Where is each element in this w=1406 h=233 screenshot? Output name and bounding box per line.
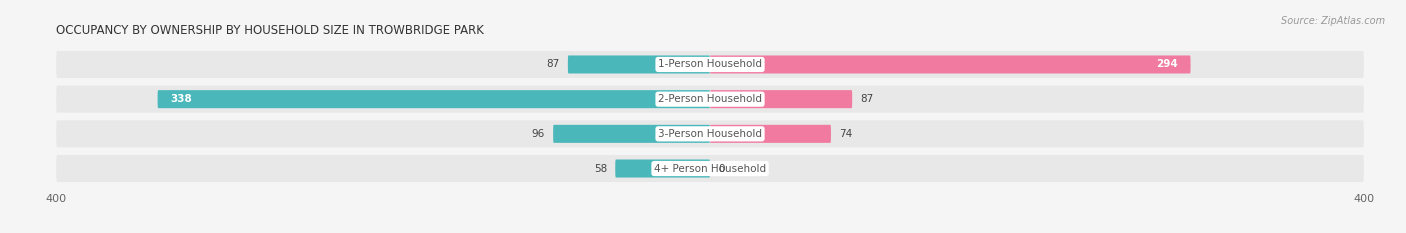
FancyBboxPatch shape — [56, 120, 1364, 147]
FancyBboxPatch shape — [710, 125, 831, 143]
Text: 1-Person Household: 1-Person Household — [658, 59, 762, 69]
Text: 87: 87 — [860, 94, 873, 104]
FancyBboxPatch shape — [157, 90, 710, 108]
FancyBboxPatch shape — [56, 155, 1364, 182]
Text: 0: 0 — [718, 164, 724, 174]
FancyBboxPatch shape — [616, 160, 710, 178]
FancyBboxPatch shape — [568, 55, 710, 73]
Text: 58: 58 — [593, 164, 607, 174]
FancyBboxPatch shape — [710, 55, 1191, 73]
Text: 4+ Person Household: 4+ Person Household — [654, 164, 766, 174]
Text: 87: 87 — [547, 59, 560, 69]
Text: 96: 96 — [531, 129, 546, 139]
Text: 3-Person Household: 3-Person Household — [658, 129, 762, 139]
FancyBboxPatch shape — [710, 90, 852, 108]
Text: 338: 338 — [170, 94, 193, 104]
Text: OCCUPANCY BY OWNERSHIP BY HOUSEHOLD SIZE IN TROWBRIDGE PARK: OCCUPANCY BY OWNERSHIP BY HOUSEHOLD SIZE… — [56, 24, 484, 37]
FancyBboxPatch shape — [56, 86, 1364, 113]
Text: 74: 74 — [839, 129, 852, 139]
Text: 2-Person Household: 2-Person Household — [658, 94, 762, 104]
Text: Source: ZipAtlas.com: Source: ZipAtlas.com — [1281, 16, 1385, 26]
FancyBboxPatch shape — [553, 125, 710, 143]
FancyBboxPatch shape — [56, 51, 1364, 78]
Text: 294: 294 — [1156, 59, 1177, 69]
